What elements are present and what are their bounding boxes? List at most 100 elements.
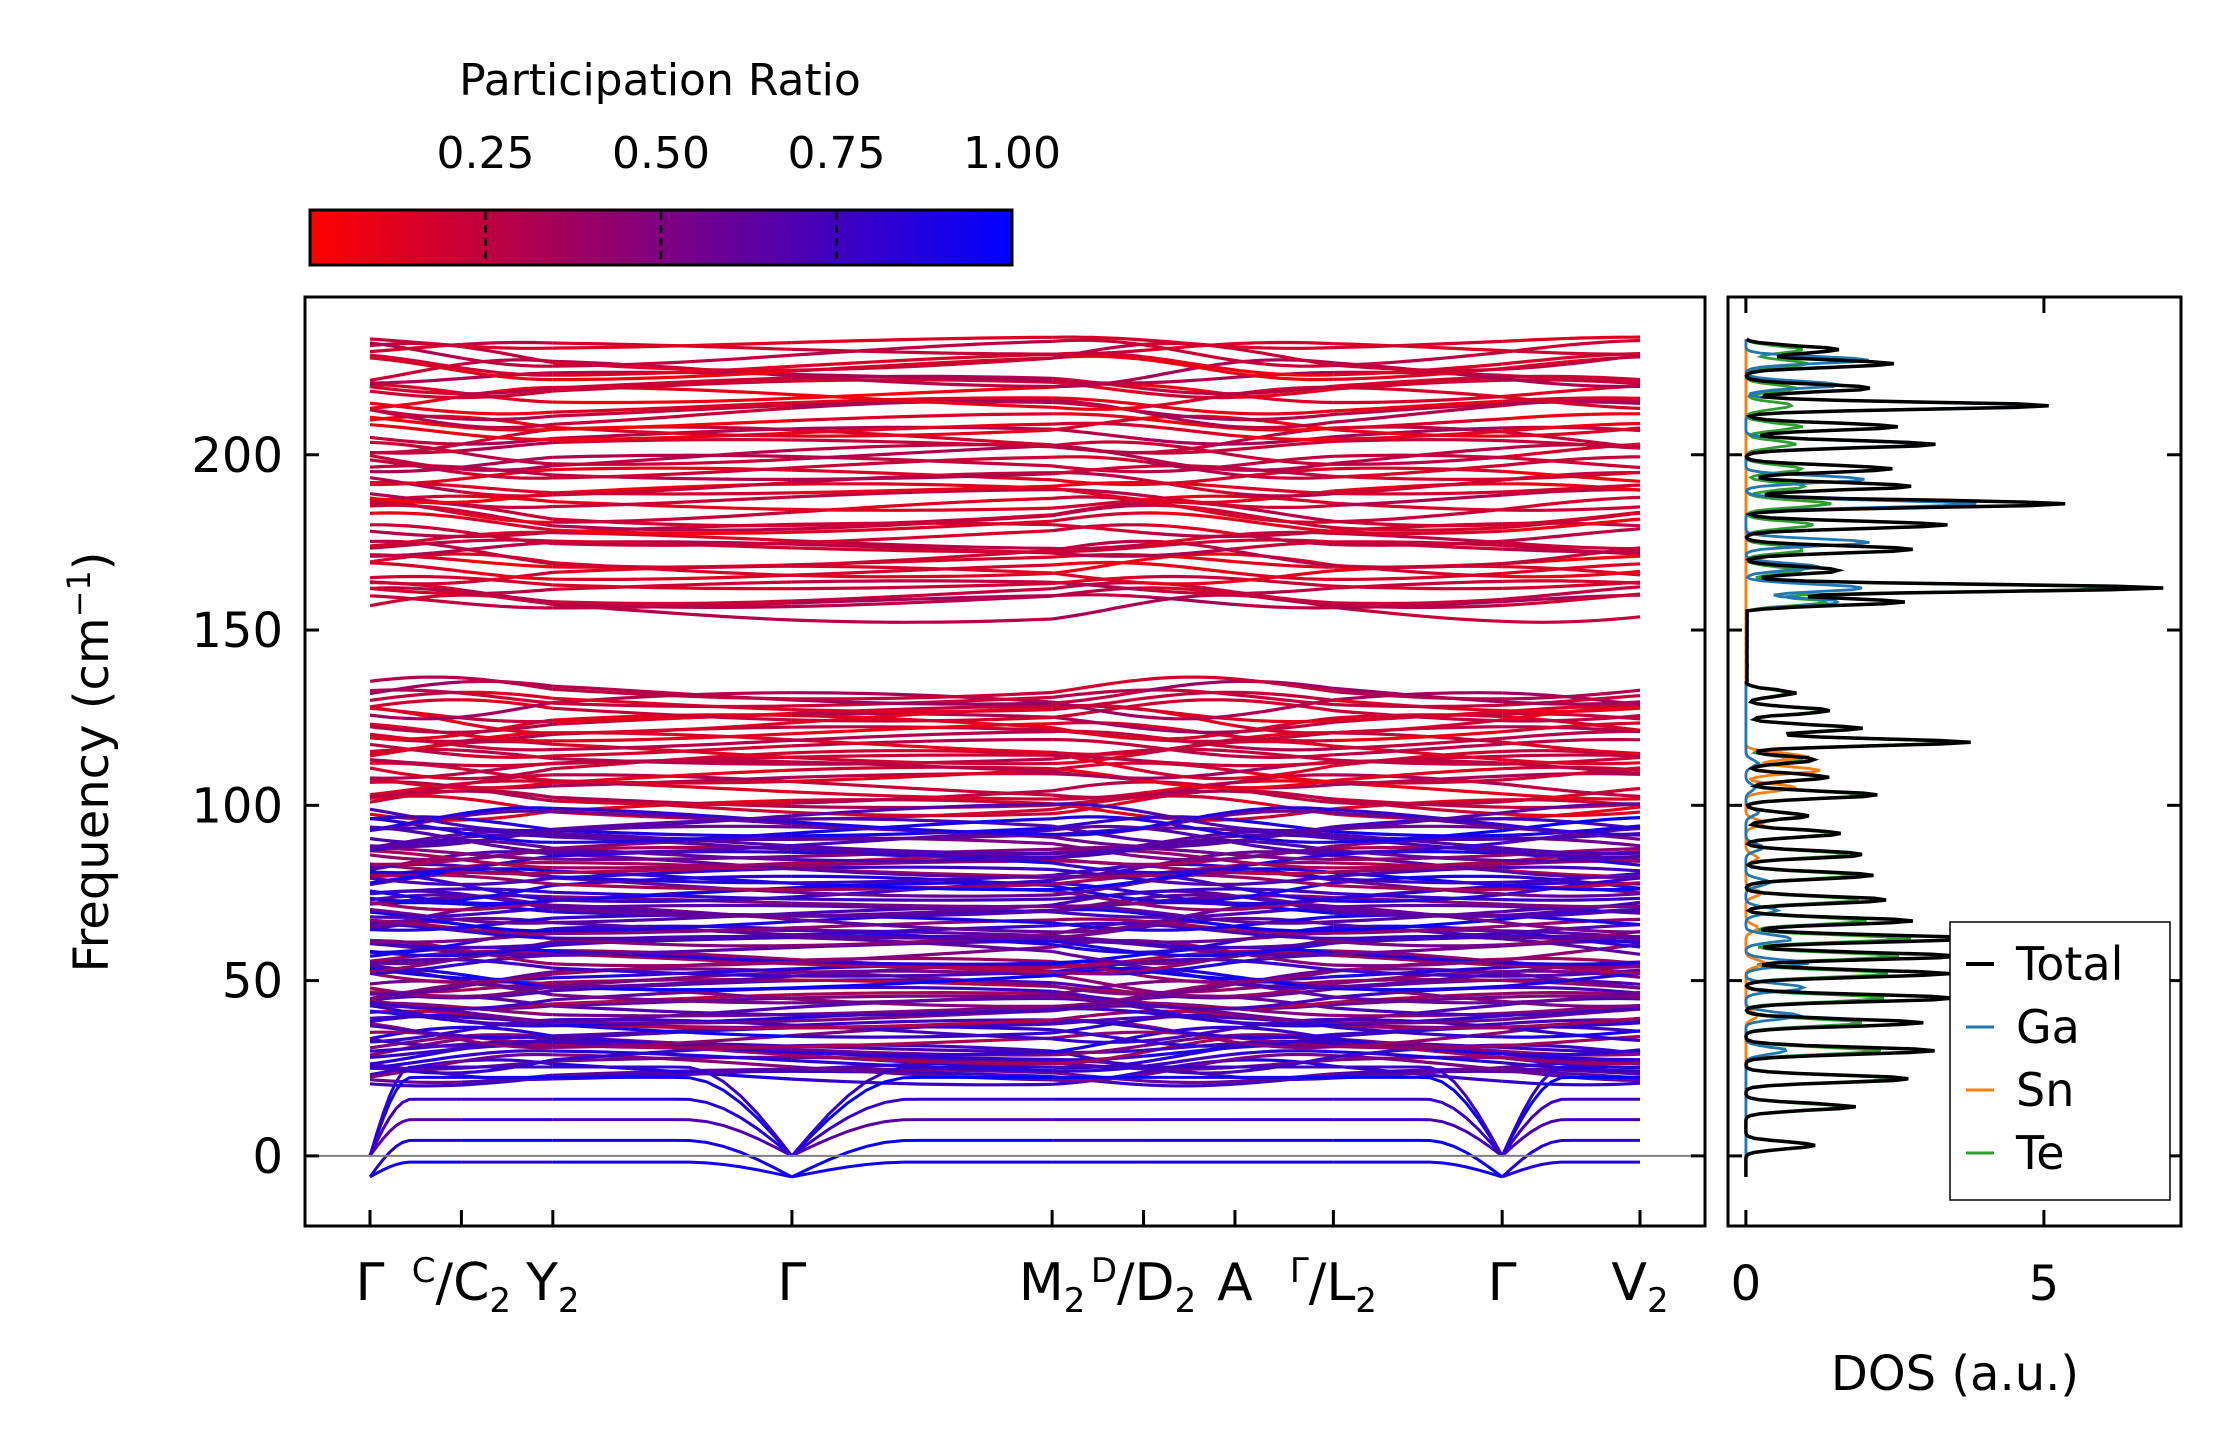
band-line bbox=[461, 576, 553, 587]
band-line bbox=[552, 419, 792, 431]
band-line bbox=[791, 1018, 1053, 1030]
band-line bbox=[1052, 1044, 1144, 1057]
band-line bbox=[461, 601, 553, 610]
band-line bbox=[461, 1010, 553, 1024]
band-line bbox=[552, 874, 792, 887]
band-line bbox=[1502, 373, 1641, 384]
band-line bbox=[791, 1069, 1053, 1079]
band-line bbox=[369, 925, 462, 932]
band-line bbox=[461, 1049, 553, 1058]
kpath-tick-label: Y2 bbox=[525, 1253, 579, 1321]
band-line bbox=[1502, 700, 1641, 706]
band-line bbox=[1333, 778, 1503, 785]
band-line bbox=[1502, 495, 1641, 512]
band-line bbox=[1052, 922, 1144, 934]
band-line bbox=[369, 1064, 462, 1075]
band-line bbox=[461, 876, 553, 887]
band-line bbox=[369, 896, 462, 904]
band-line bbox=[1143, 463, 1236, 474]
band-line bbox=[369, 561, 462, 573]
band-line bbox=[1143, 780, 1236, 797]
band-line bbox=[1502, 470, 1641, 481]
band-line bbox=[791, 1044, 1053, 1054]
band-line bbox=[1234, 571, 1334, 581]
band-line bbox=[369, 986, 462, 999]
band-line bbox=[1502, 400, 1641, 406]
band-line bbox=[1234, 514, 1334, 524]
band-line bbox=[1502, 810, 1641, 818]
band-line bbox=[461, 767, 554, 781]
band-line bbox=[1502, 738, 1641, 746]
band-line bbox=[369, 962, 462, 976]
band-line bbox=[1234, 384, 1334, 396]
band-line bbox=[791, 594, 1053, 609]
band-line bbox=[1502, 585, 1641, 601]
band-line bbox=[1502, 455, 1641, 468]
band-line bbox=[1051, 921, 1144, 932]
band-line bbox=[1502, 483, 1641, 494]
band-line bbox=[791, 1097, 1053, 1158]
ytick-label: 150 bbox=[191, 603, 283, 659]
band-line bbox=[1143, 810, 1236, 830]
band-line bbox=[461, 432, 553, 442]
band-line bbox=[369, 982, 462, 1001]
band-line bbox=[461, 502, 553, 509]
band-line bbox=[791, 802, 1053, 818]
band-line bbox=[1234, 930, 1334, 940]
band-line bbox=[552, 810, 793, 826]
band-line bbox=[1051, 715, 1144, 731]
band-line bbox=[552, 369, 793, 382]
band-line bbox=[461, 942, 553, 950]
band-line bbox=[1143, 698, 1236, 707]
band-line bbox=[461, 943, 554, 957]
band-line bbox=[1333, 736, 1503, 751]
band-line bbox=[1234, 420, 1334, 430]
band-line bbox=[1502, 883, 1641, 892]
band-line bbox=[1234, 560, 1334, 569]
band-line bbox=[791, 865, 1053, 872]
band-line bbox=[1333, 1018, 1503, 1025]
band-line bbox=[552, 926, 792, 935]
band-line bbox=[552, 599, 792, 606]
band-line bbox=[461, 823, 553, 833]
band-line bbox=[1333, 718, 1503, 735]
band-line bbox=[1143, 531, 1236, 539]
band-line bbox=[1333, 984, 1503, 992]
band-line bbox=[791, 962, 1053, 970]
band-line bbox=[1143, 912, 1236, 919]
band-line bbox=[1502, 353, 1641, 371]
band-line bbox=[1502, 395, 1641, 410]
band-line bbox=[1502, 348, 1641, 356]
band-line bbox=[461, 471, 553, 480]
band-line bbox=[1143, 357, 1236, 375]
band-line bbox=[791, 715, 1053, 723]
band-line bbox=[1234, 981, 1334, 990]
band-line bbox=[1333, 529, 1503, 535]
band-line bbox=[1502, 869, 1641, 879]
band-line bbox=[1234, 461, 1334, 472]
band-line bbox=[1333, 891, 1503, 902]
band-line bbox=[1143, 891, 1236, 905]
band-line bbox=[369, 713, 462, 721]
band-line bbox=[1333, 597, 1503, 606]
band-line bbox=[1333, 466, 1503, 473]
band-line bbox=[1234, 439, 1334, 452]
band-line bbox=[1234, 724, 1334, 735]
band-line bbox=[1143, 818, 1236, 837]
band-line bbox=[791, 356, 1053, 372]
band-line bbox=[1502, 881, 1641, 891]
band-line bbox=[1333, 859, 1503, 870]
band-line bbox=[461, 455, 553, 469]
band-line bbox=[1234, 841, 1334, 854]
band-line bbox=[461, 569, 553, 581]
dos-xtick-label: 0 bbox=[1731, 1256, 1762, 1312]
band-line bbox=[791, 749, 1053, 756]
band-line bbox=[1333, 539, 1503, 547]
band-line bbox=[552, 755, 792, 766]
band-line bbox=[1333, 1160, 1503, 1179]
band-line bbox=[791, 1036, 1053, 1049]
band-line bbox=[1333, 811, 1503, 830]
band-line bbox=[461, 530, 553, 546]
band-line bbox=[1333, 531, 1503, 545]
